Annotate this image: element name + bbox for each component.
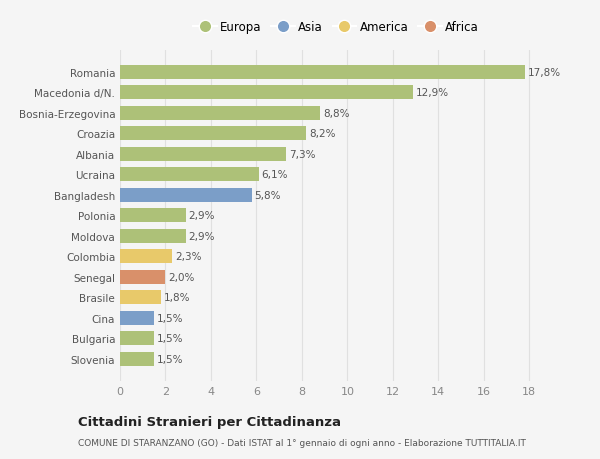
Text: 1,5%: 1,5%: [157, 354, 184, 364]
Bar: [120, 106, 320, 120]
Text: 1,5%: 1,5%: [157, 313, 184, 323]
Bar: [120, 311, 154, 325]
Text: 12,9%: 12,9%: [416, 88, 449, 98]
Text: 2,3%: 2,3%: [175, 252, 202, 262]
Bar: [120, 66, 525, 79]
Bar: [120, 270, 166, 284]
Text: 1,8%: 1,8%: [164, 292, 190, 302]
Text: 2,9%: 2,9%: [188, 231, 215, 241]
Bar: [120, 250, 172, 263]
Bar: [120, 209, 186, 223]
Text: 2,9%: 2,9%: [188, 211, 215, 221]
Text: 8,8%: 8,8%: [323, 108, 349, 118]
Bar: [120, 86, 413, 100]
Bar: [120, 331, 154, 346]
Text: Cittadini Stranieri per Cittadinanza: Cittadini Stranieri per Cittadinanza: [78, 415, 341, 428]
Bar: [120, 229, 186, 243]
Text: 6,1%: 6,1%: [262, 170, 288, 180]
Bar: [120, 127, 307, 141]
Text: 5,8%: 5,8%: [254, 190, 281, 200]
Bar: [120, 168, 259, 182]
Text: 17,8%: 17,8%: [527, 67, 560, 78]
Text: COMUNE DI STARANZANO (GO) - Dati ISTAT al 1° gennaio di ogni anno - Elaborazione: COMUNE DI STARANZANO (GO) - Dati ISTAT a…: [78, 438, 526, 448]
Bar: [120, 147, 286, 161]
Bar: [120, 291, 161, 305]
Legend: Europa, Asia, America, Africa: Europa, Asia, America, Africa: [188, 17, 484, 39]
Text: 2,0%: 2,0%: [168, 272, 194, 282]
Text: 7,3%: 7,3%: [289, 149, 315, 159]
Bar: [120, 188, 252, 202]
Text: 1,5%: 1,5%: [157, 334, 184, 343]
Bar: [120, 352, 154, 366]
Text: 8,2%: 8,2%: [309, 129, 335, 139]
